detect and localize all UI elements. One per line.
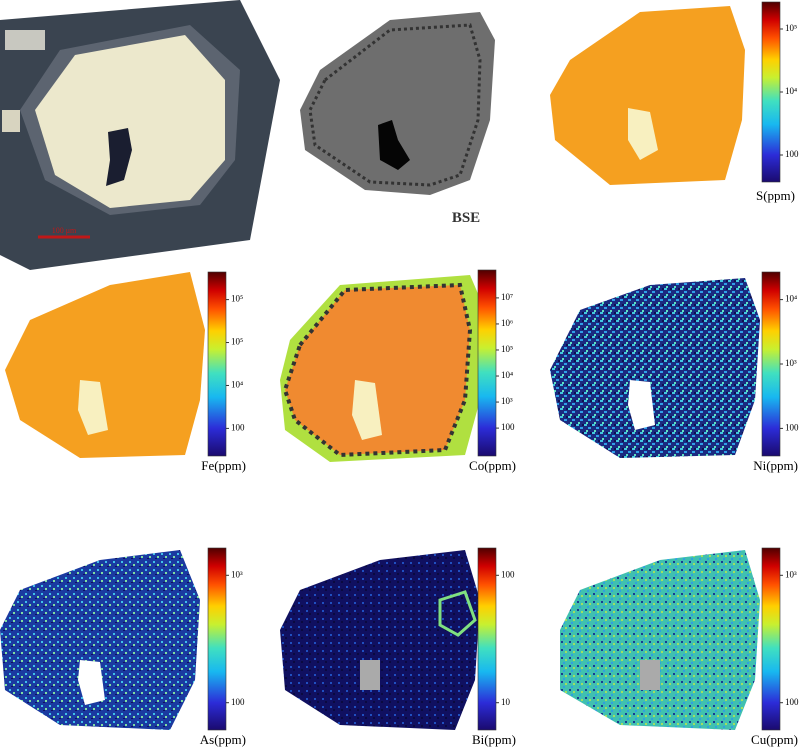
colorbar-tick-label: 100 bbox=[785, 149, 799, 159]
as-map bbox=[0, 550, 200, 730]
map-label: Fe(ppm) bbox=[201, 458, 246, 473]
map-label: Cu(ppm) bbox=[751, 732, 798, 747]
bse-image: BSE bbox=[300, 12, 495, 226]
map-label: Bi(ppm) bbox=[472, 732, 516, 747]
co-map bbox=[280, 275, 485, 462]
colorbar-tick-label: 10⁵ bbox=[231, 294, 243, 304]
colorbar-tick-label: 10⁴ bbox=[231, 380, 243, 390]
colorbar-tick-label: 100 bbox=[231, 697, 245, 707]
colorbar-tick-label: 10⁶ bbox=[501, 318, 513, 328]
s-map bbox=[550, 6, 745, 185]
colorbar bbox=[761, 271, 781, 457]
colorbar-tick-label: 100 bbox=[785, 422, 799, 432]
colorbar bbox=[761, 547, 781, 731]
map-label: S(ppm) bbox=[756, 188, 795, 203]
cu-map bbox=[560, 550, 760, 730]
map-label: Co(ppm) bbox=[469, 458, 516, 473]
colorbar-tick-label: 10⁴ bbox=[501, 370, 513, 380]
colorbar-tick-label: 10⁵ bbox=[785, 23, 797, 33]
reflected-light-image: 100 μm bbox=[0, 0, 280, 270]
bi-map bbox=[280, 550, 480, 730]
colorbar-tick-label: 10³ bbox=[501, 396, 513, 406]
map-label: As(ppm) bbox=[200, 732, 246, 747]
map-label: Ni(ppm) bbox=[753, 458, 798, 473]
colorbar-tick-label: 10⁷ bbox=[501, 292, 513, 302]
colorbar-tick-label: 100 bbox=[785, 697, 799, 707]
colorbar-tick-label: 100 bbox=[501, 422, 515, 432]
scale-bar-label: 100 μm bbox=[52, 226, 77, 235]
colorbar-tick-label: 100 bbox=[231, 422, 245, 432]
colorbar-tick-label: 10³ bbox=[785, 358, 797, 368]
colorbar bbox=[207, 547, 227, 731]
colorbar-tick-label: 10 bbox=[501, 697, 511, 707]
colorbar-tick-label: 10⁵ bbox=[501, 344, 513, 354]
colorbar-tick-label: 10⁴ bbox=[785, 294, 797, 304]
colorbar-tick-label: 10⁵ bbox=[231, 337, 243, 347]
colorbar bbox=[761, 1, 781, 183]
ni-map bbox=[550, 278, 760, 458]
colorbar bbox=[477, 269, 497, 457]
colorbar bbox=[477, 547, 497, 731]
panel-label: BSE bbox=[452, 210, 480, 226]
colorbar-tick-label: 10³ bbox=[231, 569, 243, 579]
colorbar bbox=[207, 271, 227, 457]
colorbar-tick-label: 10⁴ bbox=[785, 86, 797, 96]
colorbar-tick-label: 100 bbox=[501, 569, 515, 579]
colorbar-tick-label: 10³ bbox=[785, 569, 797, 579]
fe-map bbox=[5, 272, 205, 458]
